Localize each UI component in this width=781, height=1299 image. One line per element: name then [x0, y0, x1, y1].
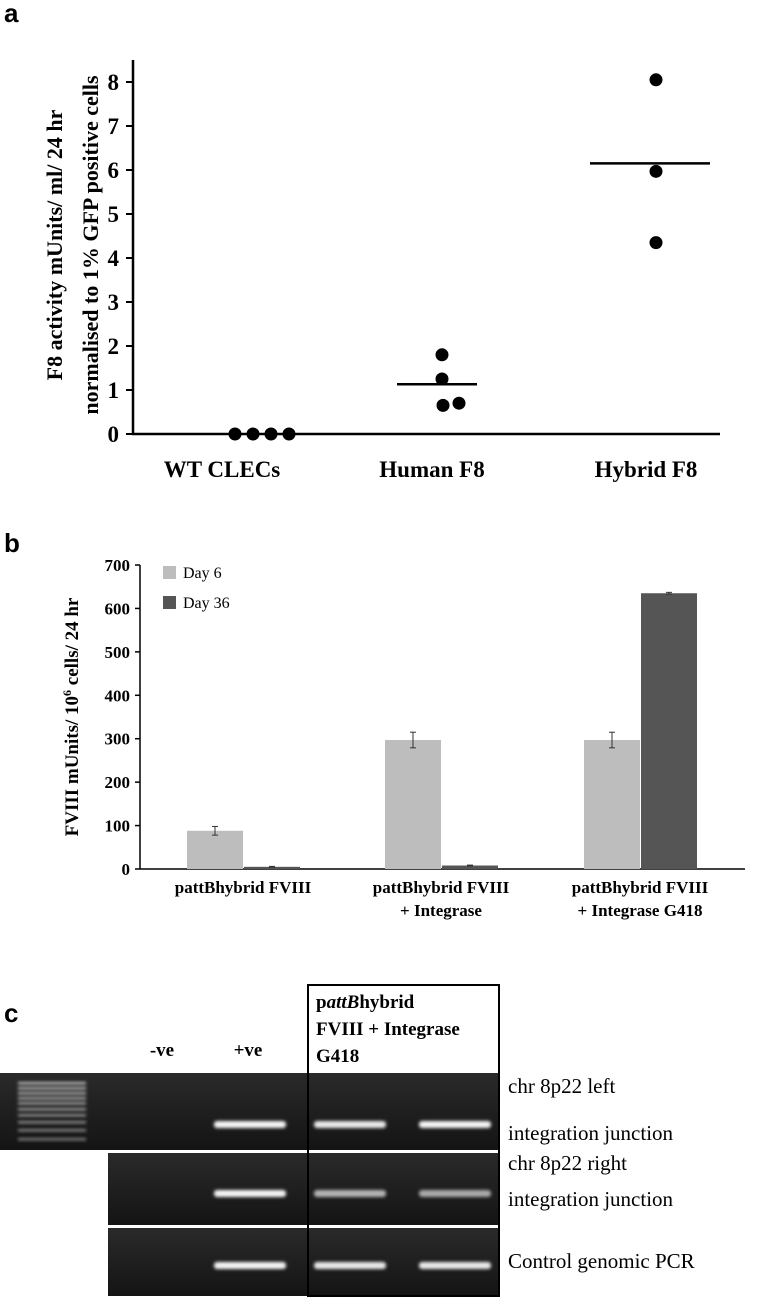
legend-label: Day 6 [183, 565, 222, 582]
y-tick-label: 600 [105, 599, 131, 618]
gel-band [214, 1190, 286, 1197]
y-tick-label: 1 [108, 378, 120, 403]
ladder-band [18, 1087, 86, 1090]
data-point [282, 427, 296, 441]
row-label: chr 8p22 right [508, 1151, 627, 1175]
gel-band [314, 1262, 386, 1269]
legend-swatch [163, 566, 176, 579]
box-label-part: hybrid [359, 992, 414, 1013]
y-tick-label: 0 [122, 860, 131, 879]
bar [442, 865, 498, 869]
ladder-band [18, 1114, 86, 1117]
x-tick-label: WT CLECs [164, 457, 281, 482]
data-point [649, 73, 663, 87]
data-point [435, 372, 449, 386]
gel-strip [0, 1073, 500, 1150]
y-axis-label-part: 6 [60, 690, 74, 696]
ladder-band [18, 1097, 86, 1100]
data-point [649, 164, 663, 178]
box-label: G418 [316, 1046, 359, 1067]
x-tick-label: Human F8 [379, 457, 484, 482]
x-tick-label: + Integrase G418 [578, 901, 703, 920]
y-axis-label-part: cells/ 24 hr [62, 597, 83, 690]
data-point [435, 348, 449, 362]
box-label-part: attB [327, 992, 360, 1013]
y-tick-label: 500 [105, 643, 131, 662]
y-tick-label: 700 [105, 556, 131, 575]
y-tick-label: 3 [108, 290, 120, 315]
ladder-band [18, 1129, 86, 1132]
lane-label: -ve [150, 1040, 174, 1061]
bar [385, 740, 441, 869]
y-tick-label: 7 [108, 114, 120, 139]
data-point [228, 427, 242, 441]
y-tick-label: 2 [108, 334, 120, 359]
y-tick-label: 5 [108, 202, 120, 227]
y-tick-label: 8 [108, 70, 120, 95]
x-tick-label: + Integrase [400, 901, 482, 920]
x-tick-label: pattBhybrid FVIII [373, 878, 510, 897]
ladder-band [18, 1082, 86, 1085]
panel-label: b [4, 528, 20, 558]
y-axis-label: normalised to 1% GFP positive cells [78, 75, 103, 415]
gel-band [314, 1121, 386, 1128]
gel-band [419, 1262, 491, 1269]
bar [244, 866, 300, 869]
gel-band [314, 1190, 386, 1197]
y-tick-label: 6 [108, 158, 120, 183]
error-bar [212, 825, 218, 836]
panel-label: c [4, 998, 18, 1028]
data-point [264, 427, 278, 441]
data-point [436, 398, 450, 412]
sample-box [307, 984, 500, 1297]
box-label-part: p [316, 992, 327, 1013]
bar [584, 740, 640, 869]
row-label: Control genomic PCR [508, 1249, 695, 1273]
gel-band [419, 1190, 491, 1197]
ladder-band [18, 1138, 86, 1141]
x-tick-label: Hybrid F8 [595, 457, 698, 482]
ladder-band [18, 1121, 86, 1124]
box-label: FVIII + Integrase [316, 1019, 460, 1040]
legend-label: Day 36 [183, 595, 230, 612]
error-bar [269, 865, 275, 868]
gel-band [214, 1121, 286, 1128]
y-tick-label: 4 [108, 246, 120, 271]
y-tick-label: 400 [105, 686, 131, 705]
y-axis-label: F8 activity mUnits/ ml/ 24 hr [42, 109, 67, 380]
row-label: integration junction [508, 1187, 674, 1211]
gel-image [0, 984, 500, 1297]
ladder-band [18, 1092, 86, 1095]
data-point [246, 427, 260, 441]
gel-strip [108, 1153, 500, 1225]
bar [641, 593, 697, 869]
y-tick-label: 300 [105, 730, 131, 749]
x-tick-label: pattBhybrid FVIII [572, 878, 709, 897]
box-label: pattBhybrid [316, 992, 415, 1013]
y-tick-label: 0 [108, 422, 120, 447]
legend-swatch [163, 596, 176, 609]
y-axis-label: FVIII mUnits/ 106 cells/ 24 hr [60, 597, 83, 836]
row-label: integration junction [508, 1121, 674, 1145]
panel-label: a [4, 0, 19, 28]
lane-label: +ve [234, 1040, 263, 1061]
ladder-band [18, 1108, 86, 1111]
x-tick-label: pattBhybrid FVIII [175, 878, 312, 897]
y-axis-label-part: FVIII mUnits/ 10 [62, 696, 83, 836]
gel-band [214, 1262, 286, 1269]
error-bar [666, 591, 672, 595]
bar [187, 830, 243, 869]
y-tick-label: 200 [105, 773, 131, 792]
y-tick-label: 100 [105, 817, 131, 836]
row-label: chr 8p22 left [508, 1074, 615, 1098]
error-bar [467, 864, 473, 867]
gel-band [419, 1121, 491, 1128]
ladder-band [18, 1102, 86, 1105]
error-bar [609, 731, 615, 749]
error-bar [410, 731, 416, 749]
data-point [649, 236, 663, 250]
data-point [452, 396, 466, 410]
